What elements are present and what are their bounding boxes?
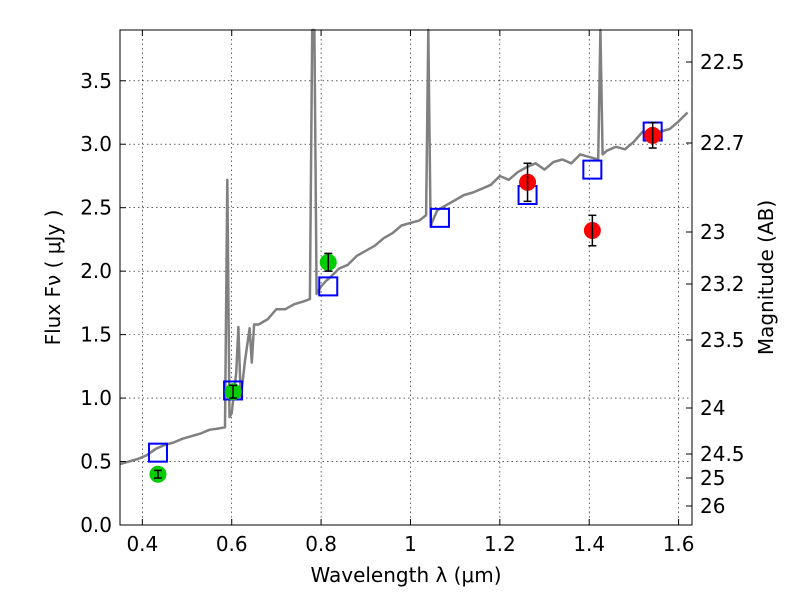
y-tick-label: 3.0	[80, 132, 112, 156]
model-square-marker	[147, 442, 168, 463]
y-tick-label: 1.0	[80, 386, 112, 410]
model-square-marker	[582, 159, 603, 180]
right-tick-label: 25	[700, 466, 725, 490]
model-square-marker	[318, 276, 339, 297]
y-tick-label: 2.0	[80, 259, 112, 283]
x-tick-label: 1.4	[573, 532, 605, 556]
x-tick-label: 0.4	[126, 532, 158, 556]
right-tick-label: 23.5	[700, 328, 745, 352]
y-tick-label: 0.5	[80, 450, 112, 474]
points-layer	[147, 121, 663, 483]
right-tick-label: 22.5	[700, 50, 745, 74]
x-tick-label: 0.8	[305, 532, 337, 556]
right-tick-label: 24	[700, 396, 725, 420]
right-tick-label: 23	[700, 220, 725, 244]
right-axis-title: Magnitude (AB)	[754, 200, 778, 355]
spectrum-line	[119, 28, 689, 466]
x-tick-label: 1.2	[484, 532, 516, 556]
x-tick-label: 0.6	[216, 532, 248, 556]
right-tick-label: 26	[700, 494, 725, 518]
right-tick-label: 24.5	[700, 442, 745, 466]
right-tick-label: 23.2	[700, 272, 745, 296]
y-tick-label: 2.5	[80, 196, 112, 220]
model-square-marker	[429, 207, 450, 228]
right-tick-label: 22.7	[700, 131, 745, 155]
grid-layer	[120, 30, 692, 526]
y-tick-label: 0.0	[80, 513, 112, 537]
y-tick-label: 3.5	[80, 69, 112, 93]
plot-frame	[119, 29, 693, 526]
ticks-layer: 0.4 0.6 0.8 1 1.2 1.4 1.6 0.0 0.5 1.0 1.5 2.0 2.5 3.0…	[80, 30, 745, 556]
x-tick-label: 1	[404, 532, 417, 556]
spectrum-layer	[119, 28, 689, 466]
x-axis-title: Wavelength λ (μm)	[310, 563, 501, 587]
x-tick-label: 1.6	[663, 532, 695, 556]
y-tick-label: 1.5	[80, 323, 112, 347]
y-axis-title: Flux Fν ( μJy )	[41, 210, 65, 346]
